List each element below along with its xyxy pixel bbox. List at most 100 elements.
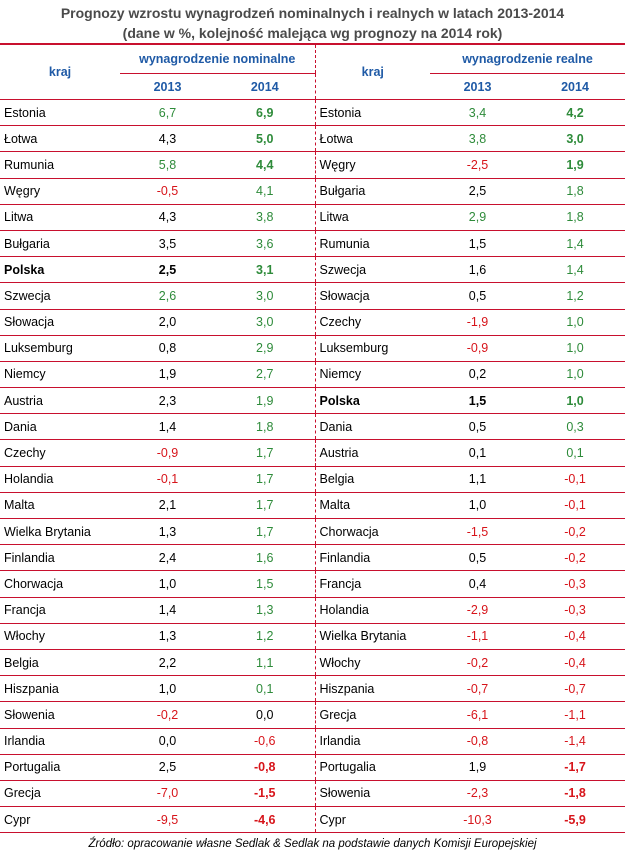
real-2013-value: -2,9 <box>430 597 525 624</box>
header-real-2013: 2013 <box>430 73 525 100</box>
table-row: Polska 2,5 3,1 Szwecja 1,6 1,4 <box>0 256 625 284</box>
real-country: Irlandia <box>315 728 430 755</box>
real-2014-value: -0,7 <box>525 675 625 703</box>
real-2014-value: 1,0 <box>525 335 625 362</box>
nominal-2014-value: 3,6 <box>215 230 316 258</box>
table-row: Litwa 4,3 3,8 Litwa 2,9 1,8 <box>0 204 625 231</box>
nominal-2013-value: 2,4 <box>120 544 215 572</box>
nominal-country: Bułgaria <box>0 230 120 258</box>
real-country: Austria <box>315 439 430 467</box>
wage-forecast-table-wrap: kraj wynagrodzenie nominalne kraj wynagr… <box>0 43 625 834</box>
source-note: Źródło: opracowanie własne Sedlak & Sedl… <box>88 838 537 851</box>
real-country: Cypr <box>315 806 430 834</box>
nominal-country: Irlandia <box>0 728 120 755</box>
real-2013-value: 0,1 <box>430 439 525 467</box>
real-2013-value: 1,0 <box>430 492 525 520</box>
real-2013-value: 0,5 <box>430 544 525 572</box>
real-2014-value: -0,3 <box>525 597 625 624</box>
nominal-2013-value: 4,3 <box>120 204 215 231</box>
table-row: Finlandia 2,4 1,6 Finlandia 0,5 -0,2 <box>0 544 625 572</box>
real-2013-value: -6,1 <box>430 701 525 729</box>
nominal-2013-value: 5,8 <box>120 151 215 179</box>
nominal-2014-value: 1,8 <box>215 413 316 441</box>
nominal-2013-value: 1,0 <box>120 570 215 598</box>
table-row: Irlandia 0,0 -0,6 Irlandia -0,8 -1,4 <box>0 728 625 755</box>
real-2014-value: 3,0 <box>525 125 625 153</box>
real-2013-value: -0,9 <box>430 335 525 362</box>
nominal-country: Rumunia <box>0 151 120 179</box>
real-2014-value: 1,8 <box>525 178 625 205</box>
real-2013-value: -10,3 <box>430 806 525 834</box>
real-2014-value: -1,8 <box>525 780 625 808</box>
title-line-1: Prognozy wzrostu wynagrodzeń nominalnych… <box>60 5 565 21</box>
table-row: Chorwacja 1,0 1,5 Francja 0,4 -0,3 <box>0 570 625 598</box>
real-2013-value: 1,5 <box>430 230 525 258</box>
title-line-2: (dane w %, kolejność malejąca wg prognoz… <box>122 25 503 41</box>
nominal-2013-value: 2,6 <box>120 282 215 310</box>
table-body: Estonia 6,7 6,9 Estonia 3,4 4,2 Łotwa 4,3 5,0 Łot… <box>0 99 625 834</box>
nominal-2014-value: 4,1 <box>215 178 316 205</box>
nominal-2014-value: -4,6 <box>215 806 316 834</box>
nominal-2013-value: -0,1 <box>120 466 215 493</box>
real-2014-value: -1,4 <box>525 728 625 755</box>
table-row: Malta 2,1 1,7 Malta 1,0 -0,1 <box>0 492 625 520</box>
real-2014-value: -0,1 <box>525 492 625 520</box>
table-row: Węgry -0,5 4,1 Bułgaria 2,5 1,8 <box>0 178 625 205</box>
table-row: Austria 2,3 1,9 Polska 1,5 1,0 <box>0 387 625 415</box>
table-row: Grecja -7,0 -1,5 Słowenia -2,3 -1,8 <box>0 780 625 808</box>
nominal-2013-value: 2,0 <box>120 309 215 336</box>
real-country: Węgry <box>315 151 430 179</box>
nominal-2014-value: 1,7 <box>215 466 316 493</box>
nominal-2014-value: 1,3 <box>215 597 316 624</box>
nominal-2013-value: 2,3 <box>120 387 215 415</box>
nominal-2014-value: 1,2 <box>215 623 316 650</box>
nominal-2013-value: 3,5 <box>120 230 215 258</box>
header-nominal-2014: 2014 <box>215 73 316 100</box>
table-row: Hiszpania 1,0 0,1 Hiszpania -0,7 -0,7 <box>0 675 625 703</box>
nominal-country: Malta <box>0 492 120 520</box>
real-country: Słowacja <box>315 282 430 310</box>
nominal-2013-value: 2,1 <box>120 492 215 520</box>
real-country: Grecja <box>315 701 430 729</box>
nominal-2014-value: 3,1 <box>215 256 316 284</box>
table-row: Portugalia 2,5 -0,8 Portugalia 1,9 -1,7 <box>0 754 625 781</box>
nominal-country: Litwa <box>0 204 120 231</box>
real-2014-value: -0,2 <box>525 518 625 546</box>
table-row: Bułgaria 3,5 3,6 Rumunia 1,5 1,4 <box>0 230 625 258</box>
table-row: Słowenia -0,2 0,0 Grecja -6,1 -1,1 <box>0 701 625 729</box>
nominal-country: Grecja <box>0 780 120 808</box>
nominal-country: Czechy <box>0 439 120 467</box>
nominal-2013-value: 0,0 <box>120 728 215 755</box>
nominal-2013-value: 1,3 <box>120 518 215 546</box>
header-real: wynagrodzenie realne <box>430 43 625 74</box>
nominal-2013-value: 1,4 <box>120 413 215 441</box>
real-country: Niemcy <box>315 361 430 389</box>
nominal-2014-value: 3,8 <box>215 204 316 231</box>
real-country: Luksemburg <box>315 335 430 362</box>
nominal-2014-value: 1,6 <box>215 544 316 572</box>
nominal-2014-value: 1,1 <box>215 649 316 677</box>
real-2013-value: 1,5 <box>430 387 525 415</box>
real-2014-value: 1,0 <box>525 309 625 336</box>
table-row: Belgia 2,2 1,1 Włochy -0,2 -0,4 <box>0 649 625 677</box>
real-2013-value: -1,9 <box>430 309 525 336</box>
real-country: Wielka Brytania <box>315 623 430 650</box>
nominal-2014-value: 6,9 <box>215 99 316 127</box>
nominal-country: Słowenia <box>0 701 120 729</box>
nominal-country: Wielka Brytania <box>0 518 120 546</box>
real-2013-value: 1,6 <box>430 256 525 284</box>
nominal-2014-value: -0,6 <box>215 728 316 755</box>
real-country: Łotwa <box>315 125 430 153</box>
real-2013-value: -0,8 <box>430 728 525 755</box>
real-country: Belgia <box>315 466 430 493</box>
real-2014-value: -0,1 <box>525 466 625 493</box>
header-kraj-real: kraj <box>315 43 430 100</box>
table-row: Francja 1,4 1,3 Holandia -2,9 -0,3 <box>0 597 625 624</box>
nominal-country: Niemcy <box>0 361 120 389</box>
nominal-2013-value: 2,5 <box>120 256 215 284</box>
real-country: Bułgaria <box>315 178 430 205</box>
real-country: Litwa <box>315 204 430 231</box>
real-country: Szwecja <box>315 256 430 284</box>
real-country: Włochy <box>315 649 430 677</box>
nominal-2014-value: 5,0 <box>215 125 316 153</box>
